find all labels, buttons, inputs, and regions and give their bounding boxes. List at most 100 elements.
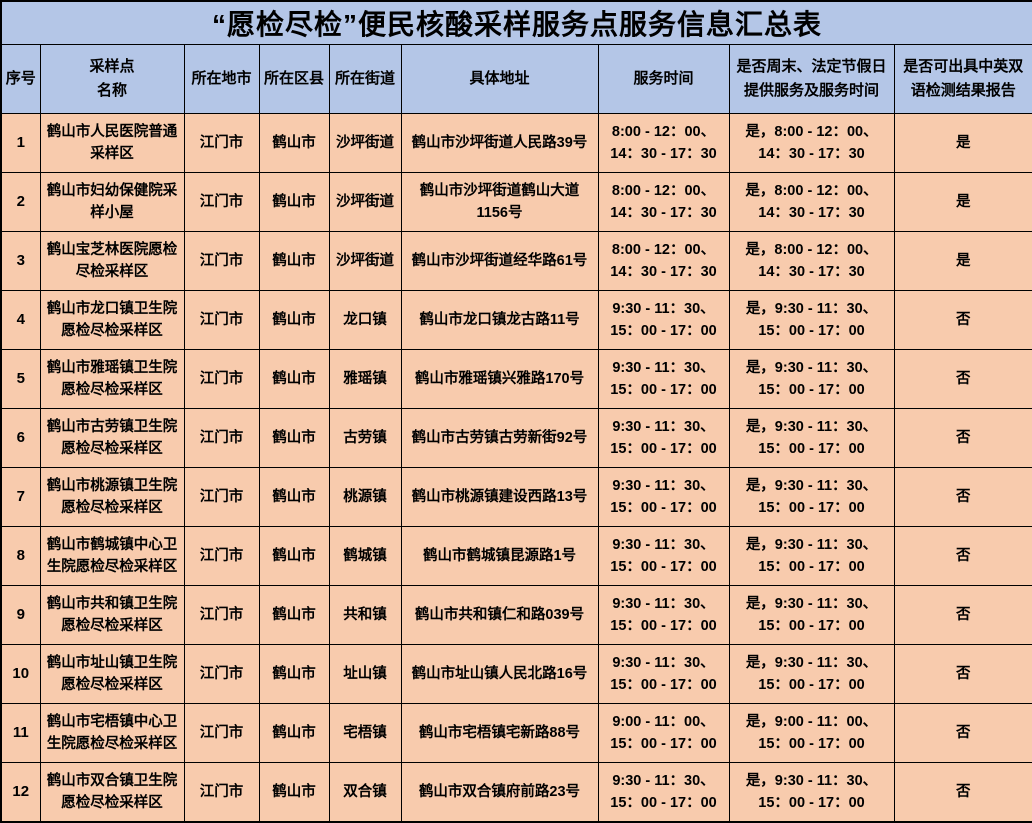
cell-hours: 8:00 - 12：00、 14：30 - 17：30 — [597, 113, 730, 173]
cell-hours: 9:30 - 11：30、 15：00 - 17：00 — [597, 585, 730, 645]
cell-street: 双合镇 — [328, 762, 402, 823]
cell-weekend-service: 是，9:30 - 11：30、 15：00 - 17：00 — [728, 408, 895, 468]
cell-no: 9 — [0, 585, 41, 645]
cell-name: 鹤山市人民医院普通采样区 — [39, 113, 185, 173]
cell-hours: 9:30 - 11：30、 15：00 - 17：00 — [597, 644, 730, 704]
cell-weekend-service: 是，8:00 - 12：00、 14：30 - 17：30 — [728, 231, 895, 291]
cell-no: 7 — [0, 467, 41, 527]
table-row: 4 鹤山市龙口镇卫生院愿检尽检采样区 江门市 鹤山市 龙口镇 鹤山市龙口镇龙古路11号 9:… — [0, 290, 1032, 350]
cell-city: 江门市 — [183, 290, 260, 350]
cell-address: 鹤山市桃源镇建设西路13号 — [400, 467, 599, 527]
cell-no: 4 — [0, 290, 41, 350]
cell-weekend-service: 是，9:30 - 11：30、 15：00 - 17：00 — [728, 526, 895, 586]
cell-hours: 9:30 - 11：30、 15：00 - 17：00 — [597, 408, 730, 468]
cell-weekend-service: 是，9:30 - 11：30、 15：00 - 17：00 — [728, 644, 895, 704]
cell-weekend-service: 是，9:30 - 11：30、 15：00 - 17：00 — [728, 762, 895, 823]
cell-address: 鹤山市共和镇仁和路039号 — [400, 585, 599, 645]
cell-street: 沙坪街道 — [328, 113, 402, 173]
cell-hours: 9:00 - 11：00、 15：00 - 17：00 — [597, 703, 730, 763]
cell-name: 鹤山市共和镇卫生院愿检尽检采样区 — [39, 585, 185, 645]
cell-street: 沙坪街道 — [328, 231, 402, 291]
cell-name: 鹤山市双合镇卫生院愿检尽检采样区 — [39, 762, 185, 823]
cell-weekend-service: 是，9:30 - 11：30、 15：00 - 17：00 — [728, 349, 895, 409]
cell-district: 鹤山市 — [258, 408, 330, 468]
cell-bilingual-report: 否 — [893, 644, 1032, 704]
cell-street: 古劳镇 — [328, 408, 402, 468]
column-header-street: 所在街道 — [328, 44, 402, 114]
cell-address: 鹤山市址山镇人民北路16号 — [400, 644, 599, 704]
cell-address: 鹤山市雅瑶镇兴雅路170号 — [400, 349, 599, 409]
cell-no: 2 — [0, 172, 41, 232]
cell-no: 10 — [0, 644, 41, 704]
cell-address: 鹤山市沙坪街道鹤山大道 1156号 — [400, 172, 599, 232]
cell-weekend-service: 是，9:00 - 11：00、 15：00 - 17：00 — [728, 703, 895, 763]
cell-district: 鹤山市 — [258, 762, 330, 823]
cell-bilingual-report: 否 — [893, 349, 1032, 409]
cell-address: 鹤山市双合镇府前路23号 — [400, 762, 599, 823]
cell-district: 鹤山市 — [258, 349, 330, 409]
cell-address: 鹤山市沙坪街道经华路61号 — [400, 231, 599, 291]
table-row: 11 鹤山市宅梧镇中心卫生院愿检尽检采样区 江门市 鹤山市 宅梧镇 鹤山市宅梧镇宅新路88… — [0, 703, 1032, 763]
cell-name: 鹤山宝芝林医院愿检尽检采样区 — [39, 231, 185, 291]
cell-weekend-service: 是，8:00 - 12：00、 14：30 - 17：30 — [728, 113, 895, 173]
cell-bilingual-report: 否 — [893, 585, 1032, 645]
cell-city: 江门市 — [183, 349, 260, 409]
column-header-address: 具体地址 — [400, 44, 599, 114]
cell-hours: 8:00 - 12：00、 14：30 - 17：30 — [597, 172, 730, 232]
cell-hours: 9:30 - 11：30、 15：00 - 17：00 — [597, 526, 730, 586]
cell-city: 江门市 — [183, 526, 260, 586]
cell-street: 鹤城镇 — [328, 526, 402, 586]
cell-city: 江门市 — [183, 231, 260, 291]
cell-name: 鹤山市龙口镇卫生院愿检尽检采样区 — [39, 290, 185, 350]
table-row: 9 鹤山市共和镇卫生院愿检尽检采样区 江门市 鹤山市 共和镇 鹤山市共和镇仁和路039号 9… — [0, 585, 1032, 645]
column-header-bilingual-report: 是否可出具中英双 语检测结果报告 — [893, 44, 1032, 114]
cell-address: 鹤山市沙坪街道人民路39号 — [400, 113, 599, 173]
cell-address: 鹤山市宅梧镇宅新路88号 — [400, 703, 599, 763]
column-header-city: 所在地市 — [183, 44, 260, 114]
cell-name: 鹤山市雅瑶镇卫生院愿检尽检采样区 — [39, 349, 185, 409]
cell-weekend-service: 是，8:00 - 12：00、 14：30 - 17：30 — [728, 172, 895, 232]
cell-bilingual-report: 否 — [893, 290, 1032, 350]
header-row: 序号 采样点 名称 所在地市 所在区县 所在街道 具体地址 服务时间 是否周末、… — [0, 44, 1032, 114]
cell-city: 江门市 — [183, 762, 260, 823]
cell-district: 鹤山市 — [258, 172, 330, 232]
cell-city: 江门市 — [183, 467, 260, 527]
cell-city: 江门市 — [183, 172, 260, 232]
cell-bilingual-report: 否 — [893, 408, 1032, 468]
cell-no: 5 — [0, 349, 41, 409]
table-row: 6 鹤山市古劳镇卫生院愿检尽检采样区 江门市 鹤山市 古劳镇 鹤山市古劳镇古劳新街92号 9… — [0, 408, 1032, 468]
cell-district: 鹤山市 — [258, 467, 330, 527]
cell-bilingual-report: 否 — [893, 703, 1032, 763]
cell-address: 鹤山市鹤城镇昆源路1号 — [400, 526, 599, 586]
cell-no: 1 — [0, 113, 41, 173]
cell-city: 江门市 — [183, 113, 260, 173]
page-title: “愿检尽检”便民核酸采样服务点服务信息汇总表 — [0, 0, 1032, 45]
cell-weekend-service: 是，9:30 - 11：30、 15：00 - 17：00 — [728, 290, 895, 350]
cell-district: 鹤山市 — [258, 526, 330, 586]
cell-street: 桃源镇 — [328, 467, 402, 527]
cell-hours: 9:30 - 11：30、 15：00 - 17：00 — [597, 762, 730, 823]
cell-district: 鹤山市 — [258, 644, 330, 704]
cell-district: 鹤山市 — [258, 113, 330, 173]
cell-no: 6 — [0, 408, 41, 468]
table-body: 1 鹤山市人民医院普通采样区 江门市 鹤山市 沙坪街道 鹤山市沙坪街道人民路39号 8:00… — [0, 113, 1032, 823]
cell-name: 鹤山市桃源镇卫生院愿检尽检采样区 — [39, 467, 185, 527]
cell-name: 鹤山市古劳镇卫生院愿检尽检采样区 — [39, 408, 185, 468]
cell-bilingual-report: 是 — [893, 113, 1032, 173]
cell-address: 鹤山市龙口镇龙古路11号 — [400, 290, 599, 350]
table-row: 12 鹤山市双合镇卫生院愿检尽检采样区 江门市 鹤山市 双合镇 鹤山市双合镇府前路23号 9… — [0, 762, 1032, 823]
column-header-district: 所在区县 — [258, 44, 330, 114]
cell-hours: 9:30 - 11：30、 15：00 - 17：00 — [597, 290, 730, 350]
cell-bilingual-report: 是 — [893, 231, 1032, 291]
table-row: 10 鹤山市址山镇卫生院愿检尽检采样区 江门市 鹤山市 址山镇 鹤山市址山镇人民北路16号… — [0, 644, 1032, 704]
cell-city: 江门市 — [183, 644, 260, 704]
cell-street: 雅瑶镇 — [328, 349, 402, 409]
cell-street: 龙口镇 — [328, 290, 402, 350]
cell-hours: 9:30 - 11：30、 15：00 - 17：00 — [597, 467, 730, 527]
cell-district: 鹤山市 — [258, 231, 330, 291]
cell-district: 鹤山市 — [258, 703, 330, 763]
cell-name: 鹤山市鹤城镇中心卫生院愿检尽检采样区 — [39, 526, 185, 586]
cell-hours: 8:00 - 12：00、 14：30 - 17：30 — [597, 231, 730, 291]
table-row: 2 鹤山市妇幼保健院采样小屋 江门市 鹤山市 沙坪街道 鹤山市沙坪街道鹤山大道 1156号… — [0, 172, 1032, 232]
